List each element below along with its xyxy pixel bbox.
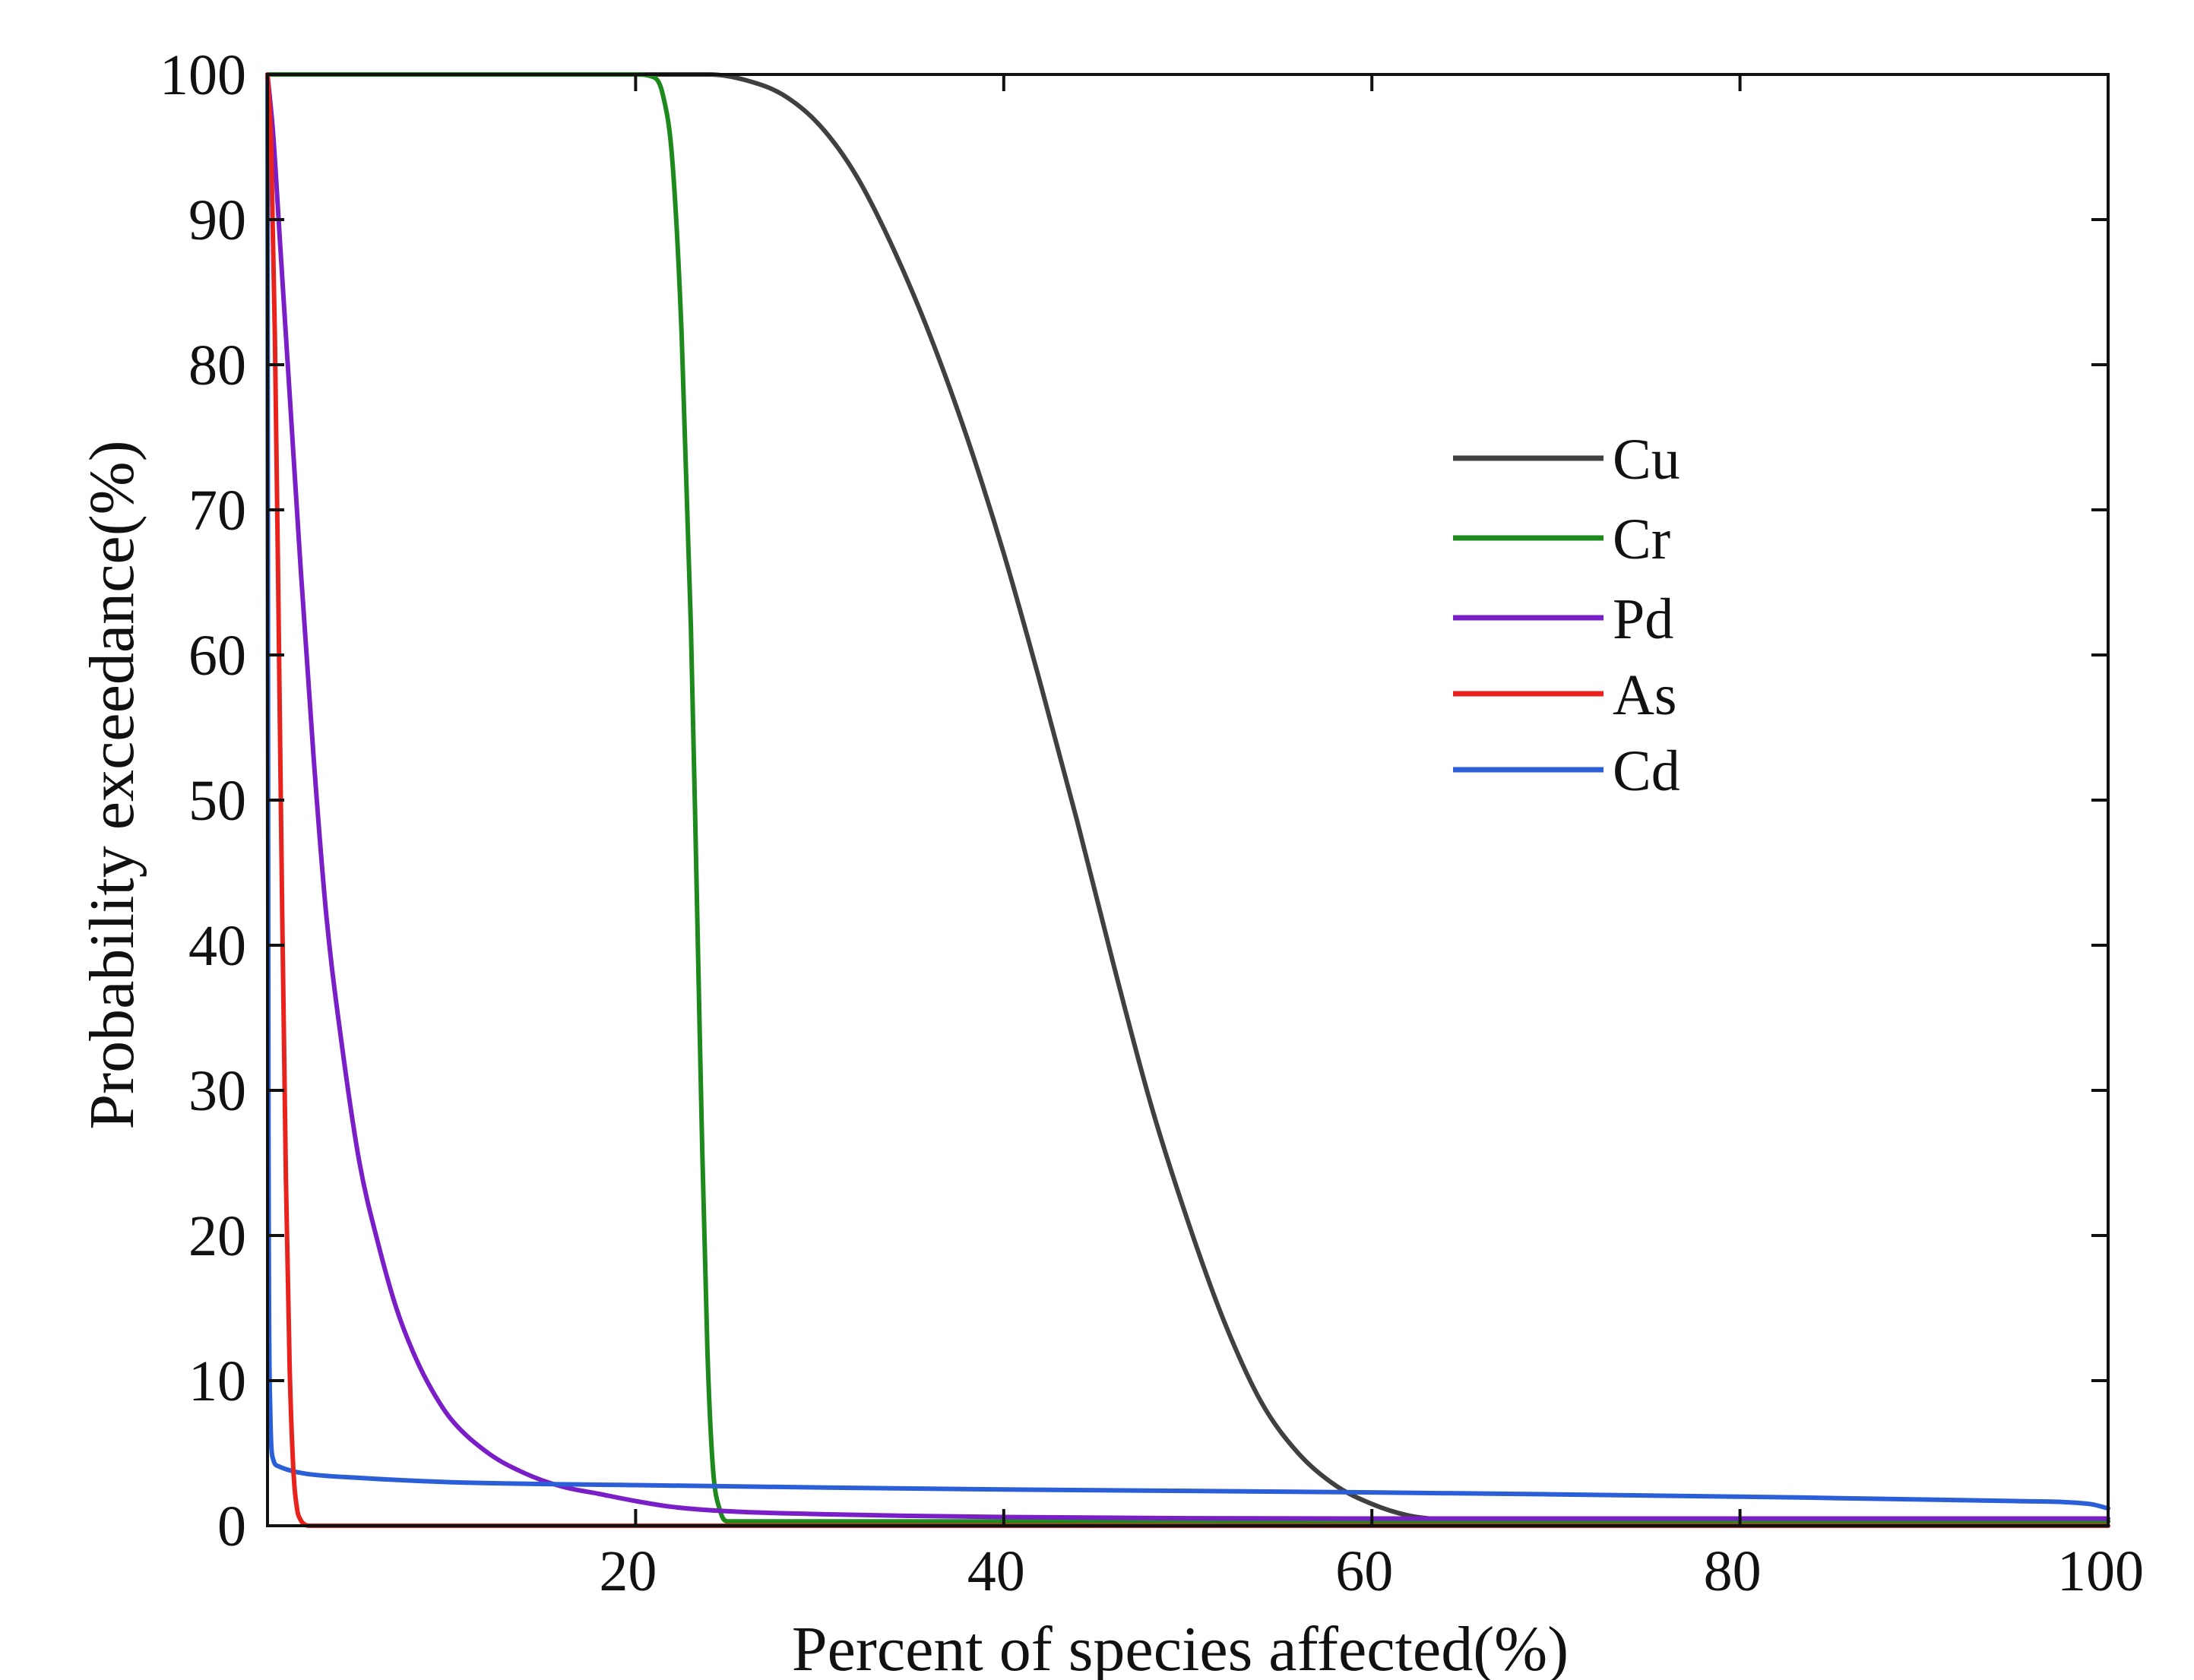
legend-label-cr: Cr xyxy=(1613,508,1670,571)
x-tick-label: 20 xyxy=(599,1539,657,1603)
legend: Cu Cr Pd As Cd xyxy=(1453,428,1680,803)
series-line-cr xyxy=(265,71,2110,1524)
y-tick-label: 90 xyxy=(188,188,246,252)
y-tick-label: 100 xyxy=(160,43,246,107)
legend-label-cd: Cd xyxy=(1613,739,1680,803)
y-tick-label: 80 xyxy=(188,334,246,397)
y-tick-label: 50 xyxy=(188,769,246,833)
legend-label-as: As xyxy=(1613,663,1676,727)
series-line-pd xyxy=(265,72,2110,1521)
y-tick-label: 70 xyxy=(188,479,246,543)
legend-label-pd: Pd xyxy=(1613,587,1673,651)
x-tick-label: 40 xyxy=(967,1539,1025,1603)
y-axis-label: Probability exceedance(%) xyxy=(77,440,147,1129)
y-tick-label: 40 xyxy=(188,914,246,978)
y-tick-label: 60 xyxy=(188,624,246,688)
y-tick-label: 20 xyxy=(188,1204,246,1268)
y-tick-label: 0 xyxy=(217,1495,246,1558)
ticks-layer: 0 10 20 30 40 50 60 70 80 90 100 20 40 60 80 100 xyxy=(160,43,2144,1603)
y-tick-label: 10 xyxy=(188,1349,246,1413)
x-tick-label: 80 xyxy=(1704,1539,1762,1603)
x-tick-label: 100 xyxy=(2057,1539,2144,1603)
x-tick-label: 60 xyxy=(1335,1539,1393,1603)
legend-label-cu: Cu xyxy=(1613,428,1680,492)
y-tick-label: 30 xyxy=(188,1059,246,1123)
x-axis-label: Percent of species affected(%) xyxy=(792,1614,1569,1680)
